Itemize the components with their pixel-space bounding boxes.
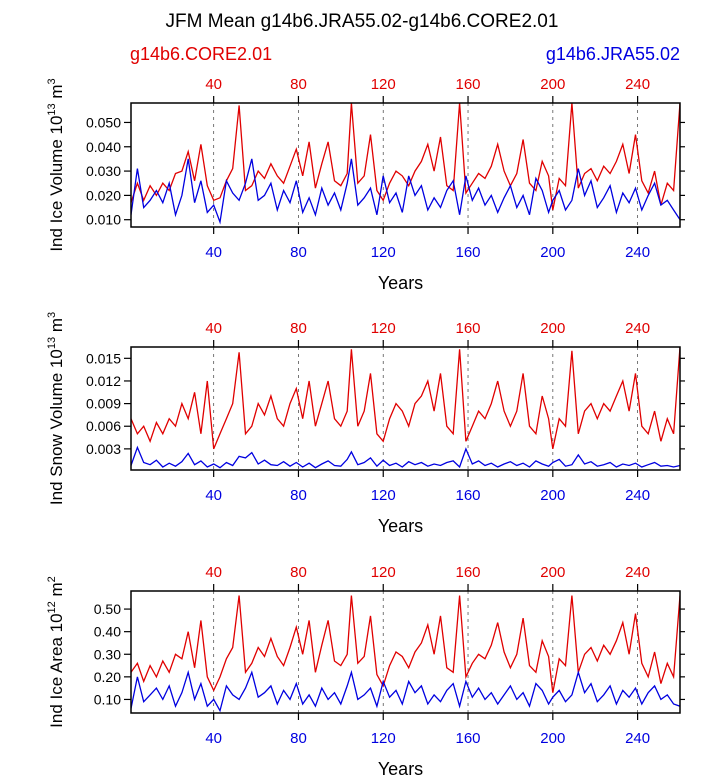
xtick-label-top: 200 <box>540 76 565 93</box>
xtick-label-bottom: 240 <box>625 730 650 747</box>
legend-core: g14b6.CORE2.01 <box>130 44 272 64</box>
xtick-label-top: 80 <box>290 76 307 93</box>
xtick-label-bottom: 200 <box>540 487 565 504</box>
ytick-label: 0.012 <box>86 373 121 389</box>
xtick-label-top: 120 <box>371 564 396 581</box>
y-axis-label: Ind Ice Area 1012 m2 <box>46 576 66 728</box>
series-line-jra <box>131 158 680 225</box>
x-axis-label: Years <box>378 273 423 293</box>
ytick-label: 0.003 <box>86 441 121 457</box>
xtick-label-bottom: 120 <box>371 487 396 504</box>
panel-ice-area: 0.10 0.20 0.30 0.40 0.50 40 40 80 80 120 120 160 160… <box>46 564 685 775</box>
xtick-label-bottom: 240 <box>625 244 650 261</box>
xtick-label-top: 80 <box>290 320 307 337</box>
plot-frame <box>130 590 681 714</box>
xtick-label-bottom: 160 <box>456 487 481 504</box>
xtick-label-bottom: 160 <box>456 244 481 261</box>
xtick-label-top: 40 <box>205 564 222 581</box>
xtick-label-bottom: 240 <box>625 487 650 504</box>
xtick-label-top: 240 <box>625 76 650 93</box>
xtick-label-top: 240 <box>625 320 650 337</box>
xtick-label-bottom: 160 <box>456 730 481 747</box>
xtick-label-top: 120 <box>371 320 396 337</box>
y-axis-label: Ind Ice Volume 1013 m3 <box>46 78 66 251</box>
ytick-label: 0.040 <box>86 139 121 155</box>
x-axis-label: Years <box>378 759 423 775</box>
xtick-label-bottom: 80 <box>290 730 307 747</box>
plot-frame <box>130 102 681 228</box>
xtick-label-top: 200 <box>540 564 565 581</box>
series-line-core <box>131 103 680 211</box>
xtick-label-bottom: 40 <box>205 244 222 261</box>
ytick-label: 0.30 <box>94 646 121 662</box>
legend-jra: g14b6.JRA55.02 <box>546 44 680 64</box>
xtick-label-bottom: 120 <box>371 244 396 261</box>
panel-ice-volume: 0.010 0.020 0.030 0.040 0.050 40 40 80 80 120 120 1… <box>46 76 685 293</box>
ytick-label: 0.009 <box>86 396 121 412</box>
ytick-label: 0.006 <box>86 418 121 434</box>
xtick-label-top: 160 <box>456 76 481 93</box>
series-line-jra <box>131 669 680 713</box>
ytick-label: 0.20 <box>94 669 121 685</box>
xtick-label-bottom: 40 <box>205 487 222 504</box>
ytick-label: 0.020 <box>86 187 121 203</box>
ytick-label: 0.40 <box>94 624 121 640</box>
y-axis-label: Ind Snow Volume 1013 m3 <box>46 312 66 505</box>
ytick-label: 0.030 <box>86 163 121 179</box>
xtick-label-bottom: 120 <box>371 730 396 747</box>
ytick-label: 0.015 <box>86 350 121 366</box>
xtick-label-top: 80 <box>290 564 307 581</box>
xtick-label-top: 240 <box>625 564 650 581</box>
xtick-label-bottom: 80 <box>290 244 307 261</box>
x-axis-label: Years <box>378 516 423 536</box>
xtick-label-top: 200 <box>540 320 565 337</box>
panel-snow-volume: 0.003 0.006 0.009 0.012 0.015 40 40 80 80 120 120 1… <box>46 312 685 536</box>
series-line-core <box>131 347 680 450</box>
series-line-jra <box>131 445 680 469</box>
xtick-label-top: 160 <box>456 564 481 581</box>
xtick-label-bottom: 80 <box>290 487 307 504</box>
xtick-label-bottom: 200 <box>540 244 565 261</box>
xtick-label-bottom: 40 <box>205 730 222 747</box>
ytick-label: 0.10 <box>94 691 121 707</box>
xtick-label-top: 160 <box>456 320 481 337</box>
xtick-label-top: 40 <box>205 76 222 93</box>
series-line-core <box>131 595 680 693</box>
xtick-label-top: 120 <box>371 76 396 93</box>
xtick-label-bottom: 200 <box>540 730 565 747</box>
plot-frame <box>130 346 681 471</box>
ytick-label: 0.050 <box>86 114 121 130</box>
xtick-label-top: 40 <box>205 320 222 337</box>
ytick-label: 0.50 <box>94 601 121 617</box>
figure-title: JFM Mean g14b6.JRA55.02-g14b6.CORE2.01 <box>166 11 559 32</box>
ytick-label: 0.010 <box>86 212 121 228</box>
